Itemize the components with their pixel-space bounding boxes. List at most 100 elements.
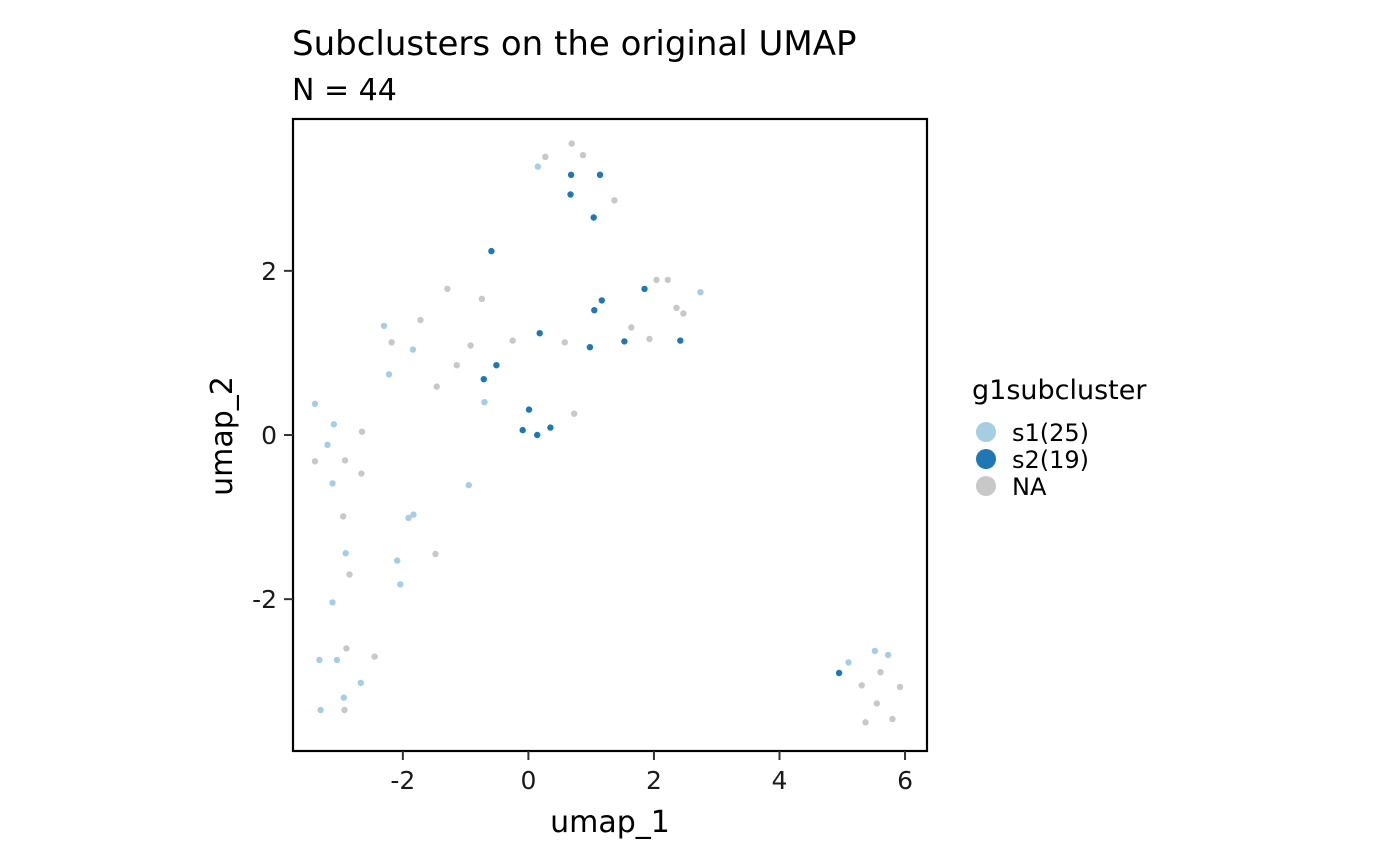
point-na-0 [568, 140, 575, 147]
x-axis-label: umap_1 [550, 805, 670, 840]
point-s2-14 [525, 406, 533, 413]
point-s1-2 [409, 346, 417, 353]
point-na-33 [873, 700, 880, 707]
point-na-12 [388, 339, 395, 346]
y-tick-label: -2 [252, 585, 277, 614]
point-s1-23 [697, 289, 704, 296]
point-na-2 [542, 153, 549, 160]
y-tick-label: 2 [261, 257, 277, 286]
point-na-25 [432, 550, 439, 558]
point-s2-10 [621, 338, 628, 345]
point-s1-24 [481, 399, 488, 406]
x-tick-label: 2 [646, 766, 662, 795]
point-na-6 [444, 285, 451, 293]
point-na-10 [417, 316, 424, 324]
point-s2-4 [488, 247, 495, 255]
point-s2-13 [480, 376, 487, 383]
point-na-24 [340, 513, 347, 520]
point-s1-15 [333, 656, 341, 664]
point-na-34 [889, 715, 896, 723]
point-s1-4 [311, 400, 319, 407]
legend-key-s2 [976, 449, 996, 469]
point-na-15 [646, 335, 653, 343]
x-tick-label: 4 [772, 766, 788, 795]
point-s1-6 [324, 441, 331, 448]
x-tick-label: -2 [390, 766, 415, 795]
point-na-20 [358, 428, 366, 435]
y-tick-label: 0 [261, 421, 277, 450]
point-na-19 [571, 410, 578, 417]
point-s2-2 [567, 191, 574, 198]
point-na-11 [628, 324, 635, 331]
point-na-28 [371, 653, 378, 660]
point-na-29 [341, 706, 348, 714]
legend-label-s1: s1(25) [1012, 419, 1089, 447]
legend-key-na [976, 476, 996, 496]
y-axis-ticks: -2 0 2 [252, 257, 293, 614]
chart-title: Subclusters on the original UMAP [292, 24, 857, 64]
plot-panel-border [291, 117, 929, 753]
point-na-31 [877, 669, 884, 676]
point-s1-9 [405, 514, 412, 522]
point-na-3 [611, 197, 618, 204]
point-s1-12 [397, 581, 404, 588]
legend-key-s1 [976, 422, 996, 442]
point-s2-5 [641, 285, 648, 293]
point-s2-12 [493, 362, 500, 369]
point-s2-8 [536, 330, 543, 337]
point-s2-7 [591, 307, 598, 314]
point-na-9 [680, 310, 687, 317]
point-na-30 [858, 682, 865, 689]
point-s2-18 [835, 669, 843, 677]
point-s1-0 [534, 163, 541, 170]
point-na-21 [311, 458, 319, 465]
legend-title: g1subcluster [972, 375, 1147, 406]
point-na-14 [561, 339, 568, 346]
point-s2-15 [519, 426, 526, 434]
point-s2-16 [547, 424, 554, 431]
point-s1-11 [394, 557, 401, 564]
x-tick-label: 6 [897, 766, 913, 795]
point-na-1 [579, 151, 587, 159]
point-s2-1 [596, 171, 604, 178]
point-na-32 [896, 683, 904, 691]
scatter-points [311, 140, 904, 726]
point-s1-10 [410, 511, 417, 518]
legend-label-s2: s2(19) [1012, 446, 1089, 474]
point-s1-3 [385, 371, 393, 378]
point-s1-22 [340, 694, 347, 701]
point-na-23 [358, 470, 365, 477]
point-s1-7 [329, 480, 336, 487]
point-na-35 [862, 719, 869, 726]
point-na-8 [673, 304, 680, 311]
point-na-26 [346, 571, 353, 578]
point-s1-17 [317, 706, 324, 714]
point-s2-3 [590, 214, 597, 221]
point-na-4 [653, 276, 660, 284]
point-s2-17 [534, 431, 541, 439]
point-s1-14 [316, 656, 323, 664]
x-tick-label: 0 [520, 766, 536, 795]
point-na-18 [433, 383, 440, 390]
legend-label-na: NA [1012, 473, 1047, 501]
point-na-17 [453, 362, 460, 369]
point-s1-20 [884, 651, 892, 659]
point-s2-0 [567, 171, 575, 178]
legend: g1subcluster s1(25) s2(19) NA [972, 375, 1147, 501]
point-s1-5 [330, 421, 337, 428]
point-s2-6 [598, 297, 605, 304]
point-s1-19 [871, 647, 879, 655]
point-s1-16 [357, 679, 364, 687]
y-axis-label: umap_2 [205, 376, 240, 496]
point-na-16 [467, 342, 474, 349]
point-na-22 [341, 457, 349, 464]
point-na-5 [664, 276, 671, 284]
point-na-13 [509, 337, 516, 344]
point-s1-21 [342, 550, 349, 557]
x-axis-ticks: -2 0 2 4 6 [390, 751, 913, 795]
point-s1-13 [329, 599, 336, 606]
point-s1-1 [380, 322, 388, 329]
point-s1-18 [845, 659, 852, 666]
point-s2-9 [586, 344, 594, 351]
